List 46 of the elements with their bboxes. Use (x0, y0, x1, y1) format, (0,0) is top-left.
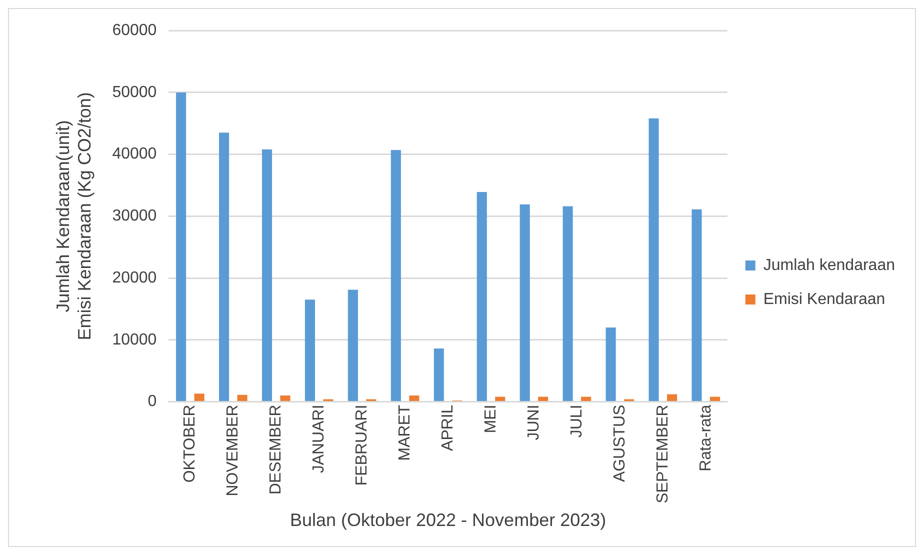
bar (348, 290, 358, 401)
bar (606, 327, 616, 401)
x-tick-label: OKTOBER (182, 404, 199, 483)
x-tick-label: FEBRUARI (353, 404, 370, 486)
x-tick-label: JUNI (525, 404, 542, 440)
bar (710, 396, 720, 401)
bar (692, 209, 702, 401)
legend-label: Jumlah kendaraan (763, 256, 895, 274)
x-tick-label: JULI (568, 404, 586, 438)
x-tick-label: DESEMBER (268, 404, 285, 495)
bar (390, 150, 401, 401)
bar (194, 394, 204, 401)
x-tick-label: NOVEMBER (224, 404, 242, 496)
bar (304, 300, 315, 401)
bar (219, 132, 230, 401)
y-tick-label: 10000 (112, 331, 157, 348)
bar (434, 348, 444, 401)
bar (476, 192, 487, 401)
bar (262, 149, 272, 401)
x-tick-label: APRIL (439, 404, 456, 451)
x-tick-label: MEI (482, 404, 500, 434)
x-tick-label: Rata-rata (697, 404, 714, 472)
y-tick-label: 60000 (112, 22, 157, 40)
legend-label: Emisi Kendaraan (763, 290, 886, 308)
bar (562, 206, 573, 401)
bar (667, 394, 678, 401)
bar (538, 396, 548, 401)
x-axis-title: Bulan (Oktober 2022 - November 2023) (290, 510, 606, 530)
bar (237, 394, 248, 401)
bar (495, 396, 506, 401)
y-tick-label: 0 (148, 393, 157, 410)
x-tick-label: AGUSTUS (611, 404, 628, 482)
bar (409, 396, 420, 401)
x-tick-label: JANUARI (310, 404, 328, 474)
x-tick-label: MARET (396, 404, 414, 461)
y-tick-label: 20000 (112, 269, 157, 286)
bar (280, 396, 290, 401)
bar (176, 92, 186, 401)
y-axis-title: Jumlah Kendaraan(unit) Emisi Kendaraan (Kg CO2/ton) (52, 92, 94, 340)
y-tick-label: 50000 (112, 84, 157, 101)
bar (648, 118, 659, 401)
y-tick-label: 30000 (112, 208, 157, 225)
x-tick-label: SEPTEMBER (654, 404, 672, 504)
y-tick-label: 40000 (112, 146, 157, 163)
bar (581, 396, 592, 401)
bar (520, 204, 530, 401)
